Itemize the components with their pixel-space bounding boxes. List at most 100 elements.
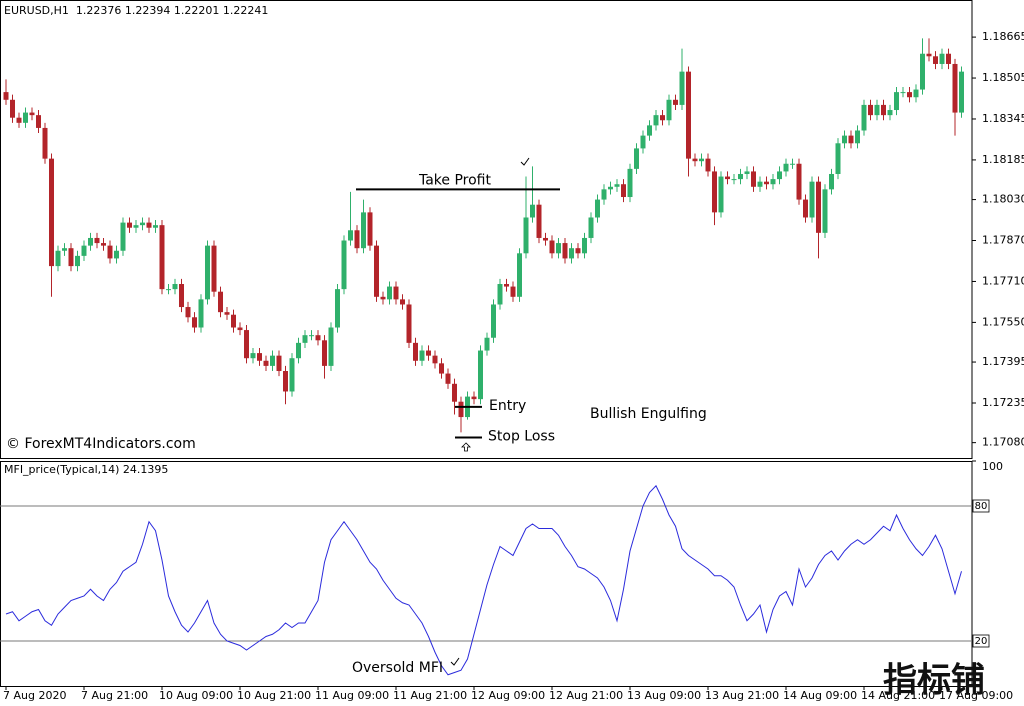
check-icon xyxy=(520,157,530,166)
candle-body xyxy=(777,171,782,180)
level-label: 80 xyxy=(975,501,988,512)
candle-body xyxy=(829,173,834,190)
x-tick-label: 13 Aug 21:00 xyxy=(705,689,779,702)
candle-body xyxy=(939,53,945,64)
candle-body xyxy=(237,327,243,331)
candle-body xyxy=(49,158,54,267)
candle-body xyxy=(744,171,750,174)
candle-body xyxy=(900,92,906,94)
x-tick-label: 7 Aug 2020 xyxy=(3,689,66,702)
candle-body xyxy=(387,286,392,300)
candle-body xyxy=(627,168,633,198)
x-tick-label: 10 Aug 09:00 xyxy=(159,689,233,702)
candle-body xyxy=(348,230,353,241)
candle-body xyxy=(946,53,951,64)
candle-body xyxy=(146,222,152,228)
x-tick-label: 14 Aug 21:00 xyxy=(861,689,935,702)
x-tick-label: 17 Aug 09:00 xyxy=(939,689,1013,702)
candle-body xyxy=(426,350,431,356)
candle-body xyxy=(679,71,685,105)
candle-body xyxy=(270,355,275,366)
level-label-box xyxy=(972,499,990,513)
candle-body xyxy=(94,237,100,244)
y-tick-label: 1.18345 xyxy=(982,112,1024,125)
price-pane xyxy=(0,0,973,459)
indicator-pane xyxy=(0,461,973,687)
x-tick-label: 10 Aug 21:00 xyxy=(237,689,311,702)
candle-body xyxy=(952,63,958,113)
candle-body xyxy=(413,342,418,361)
candle-body xyxy=(263,360,269,366)
candle-body xyxy=(309,335,314,337)
candle-body xyxy=(874,104,880,116)
annotation: Stop Loss xyxy=(488,429,555,445)
candle-body xyxy=(127,222,132,228)
candle-body xyxy=(705,158,711,172)
candle-body xyxy=(439,363,444,374)
candle-body xyxy=(861,104,867,131)
candle-body xyxy=(575,248,581,254)
candle-body xyxy=(608,186,613,190)
candle-body xyxy=(959,71,964,113)
candle-body xyxy=(400,299,405,305)
candle-body xyxy=(692,158,698,162)
candle-body xyxy=(504,284,509,287)
candle-body xyxy=(770,179,776,185)
candle-body xyxy=(302,335,308,343)
candle-body xyxy=(855,130,860,144)
candle-body xyxy=(926,53,932,57)
candle-body xyxy=(114,250,119,259)
candle-body xyxy=(3,92,9,100)
candle-body xyxy=(783,163,789,172)
x-tick-label: 14 Aug 09:00 xyxy=(783,689,857,702)
candle-body xyxy=(166,289,171,291)
candle-body xyxy=(491,304,496,338)
candle-body xyxy=(16,117,22,123)
candle-body xyxy=(224,312,230,315)
candle-body xyxy=(10,99,15,118)
x-tick-label: 12 Aug 21:00 xyxy=(549,689,623,702)
candle-body xyxy=(211,245,217,292)
annotation: Oversold MFI xyxy=(352,660,443,676)
y-tick-label: 1.17080 xyxy=(982,436,1024,449)
annotation: Bullish Engulfing xyxy=(590,406,707,422)
candle-body xyxy=(283,371,288,392)
level-label: 20 xyxy=(975,636,988,647)
check-icon xyxy=(450,657,460,666)
chart-header: EURUSD,H1 1.22376 1.22394 1.22201 1.2224… xyxy=(4,4,268,17)
candle-body xyxy=(796,163,802,200)
candle-body xyxy=(153,225,158,228)
candle-body xyxy=(803,199,808,218)
candle-body xyxy=(68,248,74,267)
candle-body xyxy=(920,53,925,90)
candle-body xyxy=(458,401,464,418)
candle-body xyxy=(328,327,334,366)
candle-body xyxy=(601,189,607,200)
y-tick-label: 1.18505 xyxy=(982,71,1024,84)
candle-body xyxy=(315,335,321,341)
candle-body xyxy=(120,222,126,251)
candle-body xyxy=(868,104,873,116)
candle-body xyxy=(75,255,80,267)
candle-body xyxy=(250,353,256,359)
candle-body xyxy=(510,286,516,297)
x-tick-label: 12 Aug 09:00 xyxy=(471,689,545,702)
candle-body xyxy=(731,179,737,181)
candle-body xyxy=(159,225,165,290)
candle-body xyxy=(913,89,919,98)
candle-body xyxy=(673,99,678,105)
candle-body xyxy=(543,237,548,241)
candle-body xyxy=(81,245,87,256)
y-tick-label: 1.17395 xyxy=(982,355,1024,368)
candle-body xyxy=(536,204,542,238)
candle-body xyxy=(725,176,730,180)
candle-body xyxy=(231,314,236,328)
candle-body xyxy=(335,289,340,328)
candle-body xyxy=(445,373,451,384)
candle-body xyxy=(257,353,262,361)
candle-body xyxy=(738,173,743,180)
candle-body xyxy=(88,237,93,246)
